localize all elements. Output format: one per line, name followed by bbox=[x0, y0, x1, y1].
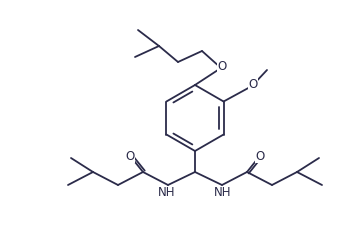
Text: O: O bbox=[218, 60, 227, 74]
Text: NH: NH bbox=[158, 187, 176, 200]
Text: O: O bbox=[249, 78, 258, 91]
Text: O: O bbox=[125, 149, 134, 162]
Text: O: O bbox=[255, 149, 265, 162]
Text: NH: NH bbox=[214, 187, 232, 200]
